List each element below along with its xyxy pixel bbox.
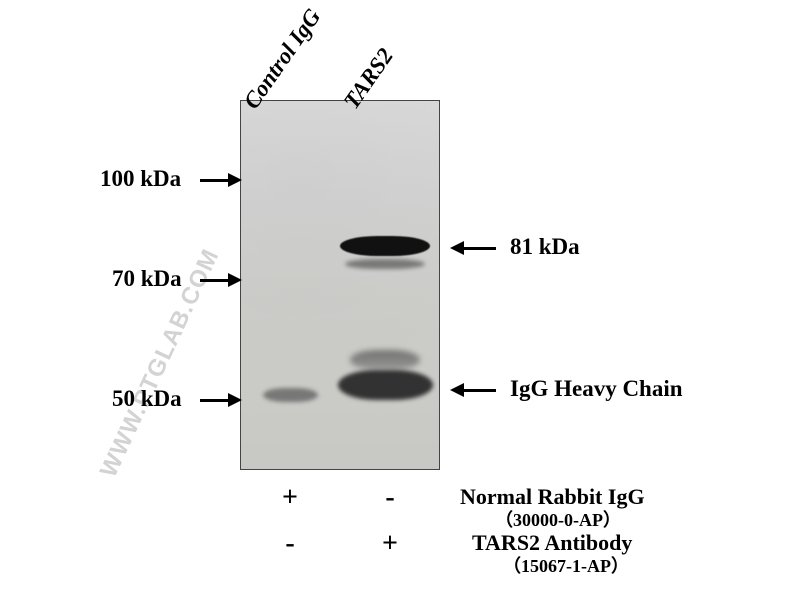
treatment-sym-1-control: - (275, 530, 305, 558)
treatment-sub-1: （15067-1-AP） (503, 552, 629, 578)
band-2 (338, 370, 433, 400)
band-3 (350, 350, 420, 370)
treatment-sub-0: （30000-0-AP） (495, 506, 621, 532)
figure-root: WWW.PTGLAB.COM Control IgGTARS2 100 kDa7… (0, 0, 800, 600)
band-1 (345, 259, 425, 269)
band-label-1: IgG Heavy Chain (510, 376, 683, 402)
treatment-sym-0-tars2: - (375, 484, 405, 512)
lane-label-0: Control IgG (239, 4, 327, 114)
band-0 (340, 236, 430, 256)
treatment-sym-1-tars2: + (375, 530, 405, 558)
treatment-sym-0-control: + (275, 484, 305, 512)
band-label-0: 81 kDa (510, 234, 580, 260)
band-4 (263, 388, 318, 402)
mw-label-1: 70 kDa (112, 266, 182, 292)
mw-label-0: 100 kDa (100, 166, 181, 192)
mw-label-2: 50 kDa (112, 386, 182, 412)
blot-membrane (240, 100, 440, 470)
